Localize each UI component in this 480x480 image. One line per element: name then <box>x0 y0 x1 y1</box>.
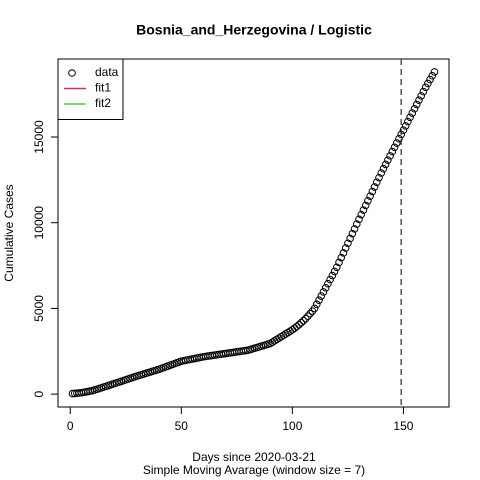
data-point <box>419 87 428 96</box>
legend-label: fit2 <box>95 96 111 110</box>
data-point <box>306 309 314 318</box>
data-point <box>301 314 310 323</box>
data-point <box>372 178 381 187</box>
data-point <box>295 320 303 329</box>
data-point <box>426 75 434 84</box>
data-point <box>297 318 306 327</box>
data-point <box>404 117 412 126</box>
y-tick-label: 15000 <box>32 120 46 154</box>
data-point <box>424 79 432 88</box>
x-tick-label: 0 <box>67 419 74 433</box>
data-point <box>341 244 350 252</box>
data-point <box>357 210 366 219</box>
x-axis-label: Days since 2020-03-21 <box>192 450 316 464</box>
data-point <box>421 83 430 92</box>
data-point <box>310 304 319 313</box>
data-point <box>324 279 332 288</box>
x-tick-label: 100 <box>282 419 302 433</box>
data-point <box>361 201 370 210</box>
data-point <box>315 296 323 304</box>
data-point <box>395 134 403 143</box>
data-point <box>366 192 374 200</box>
data-point <box>328 271 337 280</box>
data-point <box>417 92 425 100</box>
data-point <box>293 322 301 331</box>
legend-label: fit1 <box>95 81 111 95</box>
subtitle: Simple Moving Avarage (window size = 7) <box>143 463 365 477</box>
data-point <box>401 122 410 130</box>
data-point <box>377 169 386 177</box>
data-point <box>388 147 397 156</box>
data-point <box>299 316 308 325</box>
data-point <box>410 104 419 113</box>
data-point <box>381 160 390 169</box>
data-point <box>399 126 408 134</box>
y-tick-label: 10000 <box>32 206 46 240</box>
data-point <box>397 130 406 139</box>
data-point <box>430 68 439 76</box>
data-point <box>352 220 361 228</box>
x-tick-label: 150 <box>393 419 413 433</box>
data-point <box>332 263 341 272</box>
y-axis-label: Cumulative Cases <box>2 184 16 281</box>
data-point <box>321 284 330 292</box>
data-point <box>364 196 372 205</box>
data-point <box>386 152 394 160</box>
x-tick-label: 50 <box>175 419 189 433</box>
data-point <box>339 249 348 257</box>
data-point <box>379 164 388 173</box>
y-tick-label: 0 <box>32 390 46 397</box>
data-point <box>368 187 377 196</box>
data-point <box>406 113 414 122</box>
data-point <box>348 229 357 238</box>
data-point <box>355 215 363 224</box>
data-point <box>370 183 379 191</box>
data-point <box>415 96 423 104</box>
data-point <box>390 143 399 152</box>
data-point <box>337 253 346 262</box>
data-point <box>304 312 312 321</box>
legend-label: data <box>95 65 119 79</box>
data-point <box>319 288 328 296</box>
data-point <box>326 275 334 284</box>
data-point <box>412 100 421 109</box>
chart-title: Bosnia_and_Herzegovina / Logistic <box>136 22 372 38</box>
data-point <box>428 71 437 80</box>
data-point <box>350 225 359 233</box>
data-point <box>313 300 321 309</box>
legend-marker <box>68 69 76 77</box>
y-tick-label: 5000 <box>32 295 46 322</box>
data-point <box>330 267 339 276</box>
data-point <box>335 258 343 267</box>
data-point <box>359 206 368 214</box>
data-point <box>375 173 383 182</box>
data-point <box>384 156 392 164</box>
plot-box <box>57 58 450 408</box>
data-point <box>344 239 352 248</box>
data-point <box>346 234 354 243</box>
data-point <box>392 139 401 147</box>
data-point <box>408 109 417 117</box>
data-point <box>317 292 326 300</box>
